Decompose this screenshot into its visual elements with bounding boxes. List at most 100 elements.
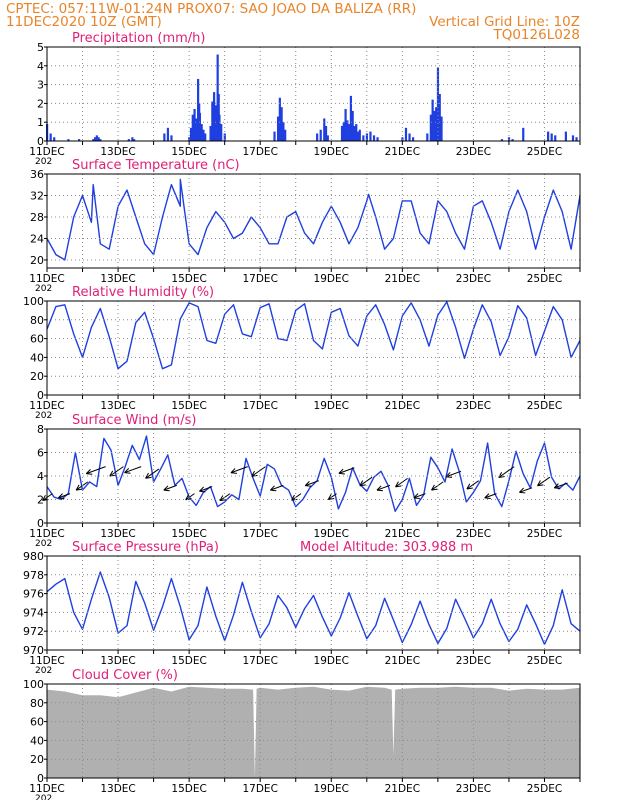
wind-ytick-label: 4 <box>37 470 44 483</box>
precip-bar <box>346 120 349 141</box>
precip-xtick-label: 17DEC <box>242 146 277 158</box>
precip-bar <box>273 131 276 141</box>
wind-arrow <box>185 493 195 501</box>
wind-arrow <box>466 480 480 490</box>
precip-bar <box>211 101 214 141</box>
precip-bar <box>166 127 170 141</box>
cloud-xtick-label: 15DEC <box>171 783 206 795</box>
precip-bar <box>351 110 354 141</box>
wind-arrow-head <box>163 485 170 492</box>
wind-xtick-label: 21DEC <box>385 528 420 540</box>
wind-arrow <box>251 466 266 477</box>
wind-arrow-head <box>553 483 561 489</box>
wind-arrow <box>484 493 497 499</box>
precip-frame <box>46 46 581 142</box>
rh-title: Relative Humidity (%) <box>72 285 214 300</box>
precip-ytick-label: 4 <box>37 60 44 73</box>
precip-bar <box>362 135 365 141</box>
precip-xtick-label: 23DEC <box>456 146 491 158</box>
cloud-xtick-label: 17DEC <box>242 783 277 795</box>
wind-arrow-head <box>431 484 438 491</box>
precip-bar <box>404 127 408 141</box>
wind-arrow <box>338 467 355 474</box>
precip-bar <box>97 137 100 141</box>
wind-year-label: 202 <box>35 539 52 549</box>
precip-bar <box>93 137 97 141</box>
pressure-xtick-label: 13DEC <box>100 655 135 667</box>
wind-ytick-label: 0 <box>37 517 44 530</box>
precip-bar <box>49 133 52 141</box>
cloud-xtick-label: 25DEC <box>527 783 562 795</box>
wind-arrow <box>305 480 320 487</box>
temp-title: Surface Temperature (nC) <box>72 158 240 173</box>
precip-bar <box>348 124 351 141</box>
precip-ytick-label: 3 <box>37 79 44 92</box>
cloud-ytick-label: 80 <box>30 697 44 710</box>
wind-arrow <box>58 493 71 499</box>
header-gridline-note: Vertical Grid Line: 10Z <box>429 14 580 30</box>
precip-bar <box>369 131 372 141</box>
rh-xtick-label: 15DEC <box>171 400 206 412</box>
wind-arrow-head <box>338 468 345 475</box>
wind-xtick-label: 11DEC <box>29 528 64 540</box>
wind-arrow-head <box>395 481 402 488</box>
precip-year-label: 202 <box>35 157 52 167</box>
pressure-xtick-label: 11DEC <box>29 655 64 667</box>
wind-arrow-head <box>185 494 192 501</box>
rh-line <box>46 301 581 370</box>
wind-arrow <box>431 481 444 491</box>
wind-arrow <box>270 484 284 491</box>
rh-xtick-label: 23DEC <box>456 400 491 412</box>
pressure-xtick-label: 17DEC <box>242 655 277 667</box>
pressure-xtick-label: 15DEC <box>171 655 206 667</box>
precip-title: Precipitation (mm/h) <box>72 31 205 46</box>
cloud-xtick-label: 23DEC <box>456 783 491 795</box>
header: CPTEC: 057:11W-01:24N PROX07: SAO JOAO D… <box>6 1 580 43</box>
precip-bar <box>280 107 283 141</box>
wind-arrow <box>554 482 568 489</box>
precip-ytick-label: 1 <box>37 116 44 129</box>
rh-ytick-label: 0 <box>37 389 44 402</box>
precip-bar <box>214 105 217 141</box>
wind-xtick-label: 19DEC <box>314 528 349 540</box>
wind-arrow-head <box>199 486 206 493</box>
header-station-line: CPTEC: 057:11W-01:24N PROX07: SAO JOAO D… <box>6 1 416 17</box>
wind-arrow <box>145 468 160 479</box>
wind-arrow-head <box>270 485 277 492</box>
temp-ytick-label: 32 <box>30 189 44 202</box>
temp-xtick-label: 17DEC <box>242 273 277 285</box>
cloud-xtick-label: 13DEC <box>100 783 135 795</box>
wind-arrow-head <box>359 480 366 487</box>
precip-bar <box>376 137 379 141</box>
pressure-xtick-label: 21DEC <box>385 655 420 667</box>
wind-arrow-head <box>445 472 453 478</box>
wind-arrow <box>537 476 551 487</box>
precip-bar <box>429 114 432 141</box>
wind-arrow <box>376 484 391 491</box>
precip-bar <box>323 118 326 141</box>
wind-xtick-label: 15DEC <box>171 528 206 540</box>
wind-arrow <box>291 493 302 501</box>
wind-xtick-label: 25DEC <box>527 528 562 540</box>
cloud-ytick-label: 0 <box>37 772 44 785</box>
temp-ytick-label: 24 <box>30 232 44 245</box>
precip-ytick-label: 2 <box>37 97 44 110</box>
wind-xtick-label: 13DEC <box>100 528 135 540</box>
rh-ytick-label: 40 <box>30 351 44 364</box>
precip-bar <box>284 129 287 141</box>
precip-bar <box>358 129 361 141</box>
precip-xtick-label: 21DEC <box>385 146 420 158</box>
wind-arrow <box>498 466 515 478</box>
rh-panel: 0 20 40 60 80 100 11DEC 13DEC 15DEC 17DEC 19DEC 21D… <box>23 285 581 421</box>
temp-frame <box>46 173 581 269</box>
pressure-ytick-label: 976 <box>23 588 44 601</box>
temp-xtick-label: 15DEC <box>171 273 206 285</box>
precip-bar <box>438 94 441 141</box>
wind-arrow-head <box>466 483 473 490</box>
precip-bar <box>550 133 553 141</box>
precip-bar <box>220 124 223 141</box>
wind-arrow <box>230 466 248 474</box>
wind-arrow <box>124 466 142 474</box>
rh-xtick-label: 17DEC <box>242 400 277 412</box>
